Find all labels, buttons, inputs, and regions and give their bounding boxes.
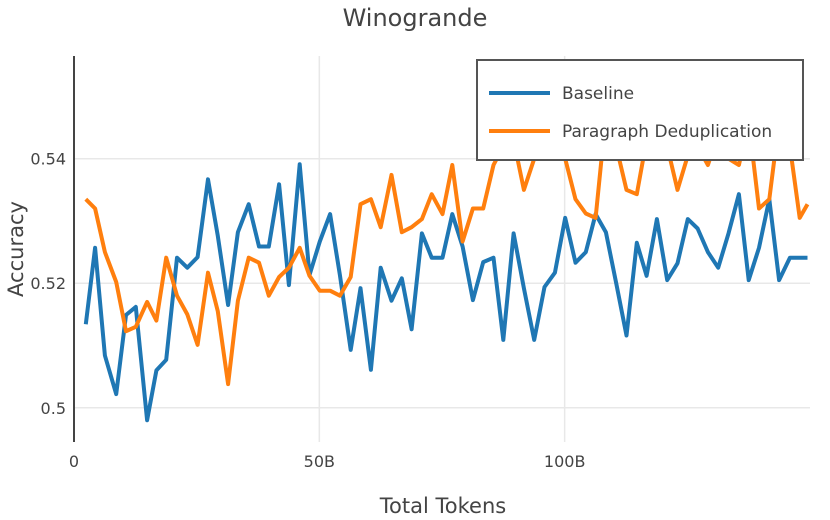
y-axis-label: Accuracy [4, 201, 28, 297]
y-tick-label: 0.54 [30, 150, 66, 169]
x-tick-label: 50B [304, 452, 335, 471]
y-tick-label: 0.52 [30, 274, 66, 293]
legend-label-baseline: Baseline [562, 84, 634, 104]
x-tick-label: 100B [544, 452, 586, 471]
chart-title: Winogrande [343, 4, 488, 32]
series-line-baseline [83, 162, 808, 423]
legend-label-paragraph-deduplication: Paragraph Deduplication [562, 122, 772, 142]
x-axis-label: Total Tokens [379, 494, 506, 518]
x-tick-label: 0 [69, 452, 79, 471]
tick-labels: 0.5 0.52 0.54 0 50B 100B [30, 150, 585, 471]
legend-box [476, 59, 804, 161]
legend: Baseline Paragraph Deduplication [476, 59, 804, 161]
y-tick-label: 0.5 [41, 399, 66, 418]
